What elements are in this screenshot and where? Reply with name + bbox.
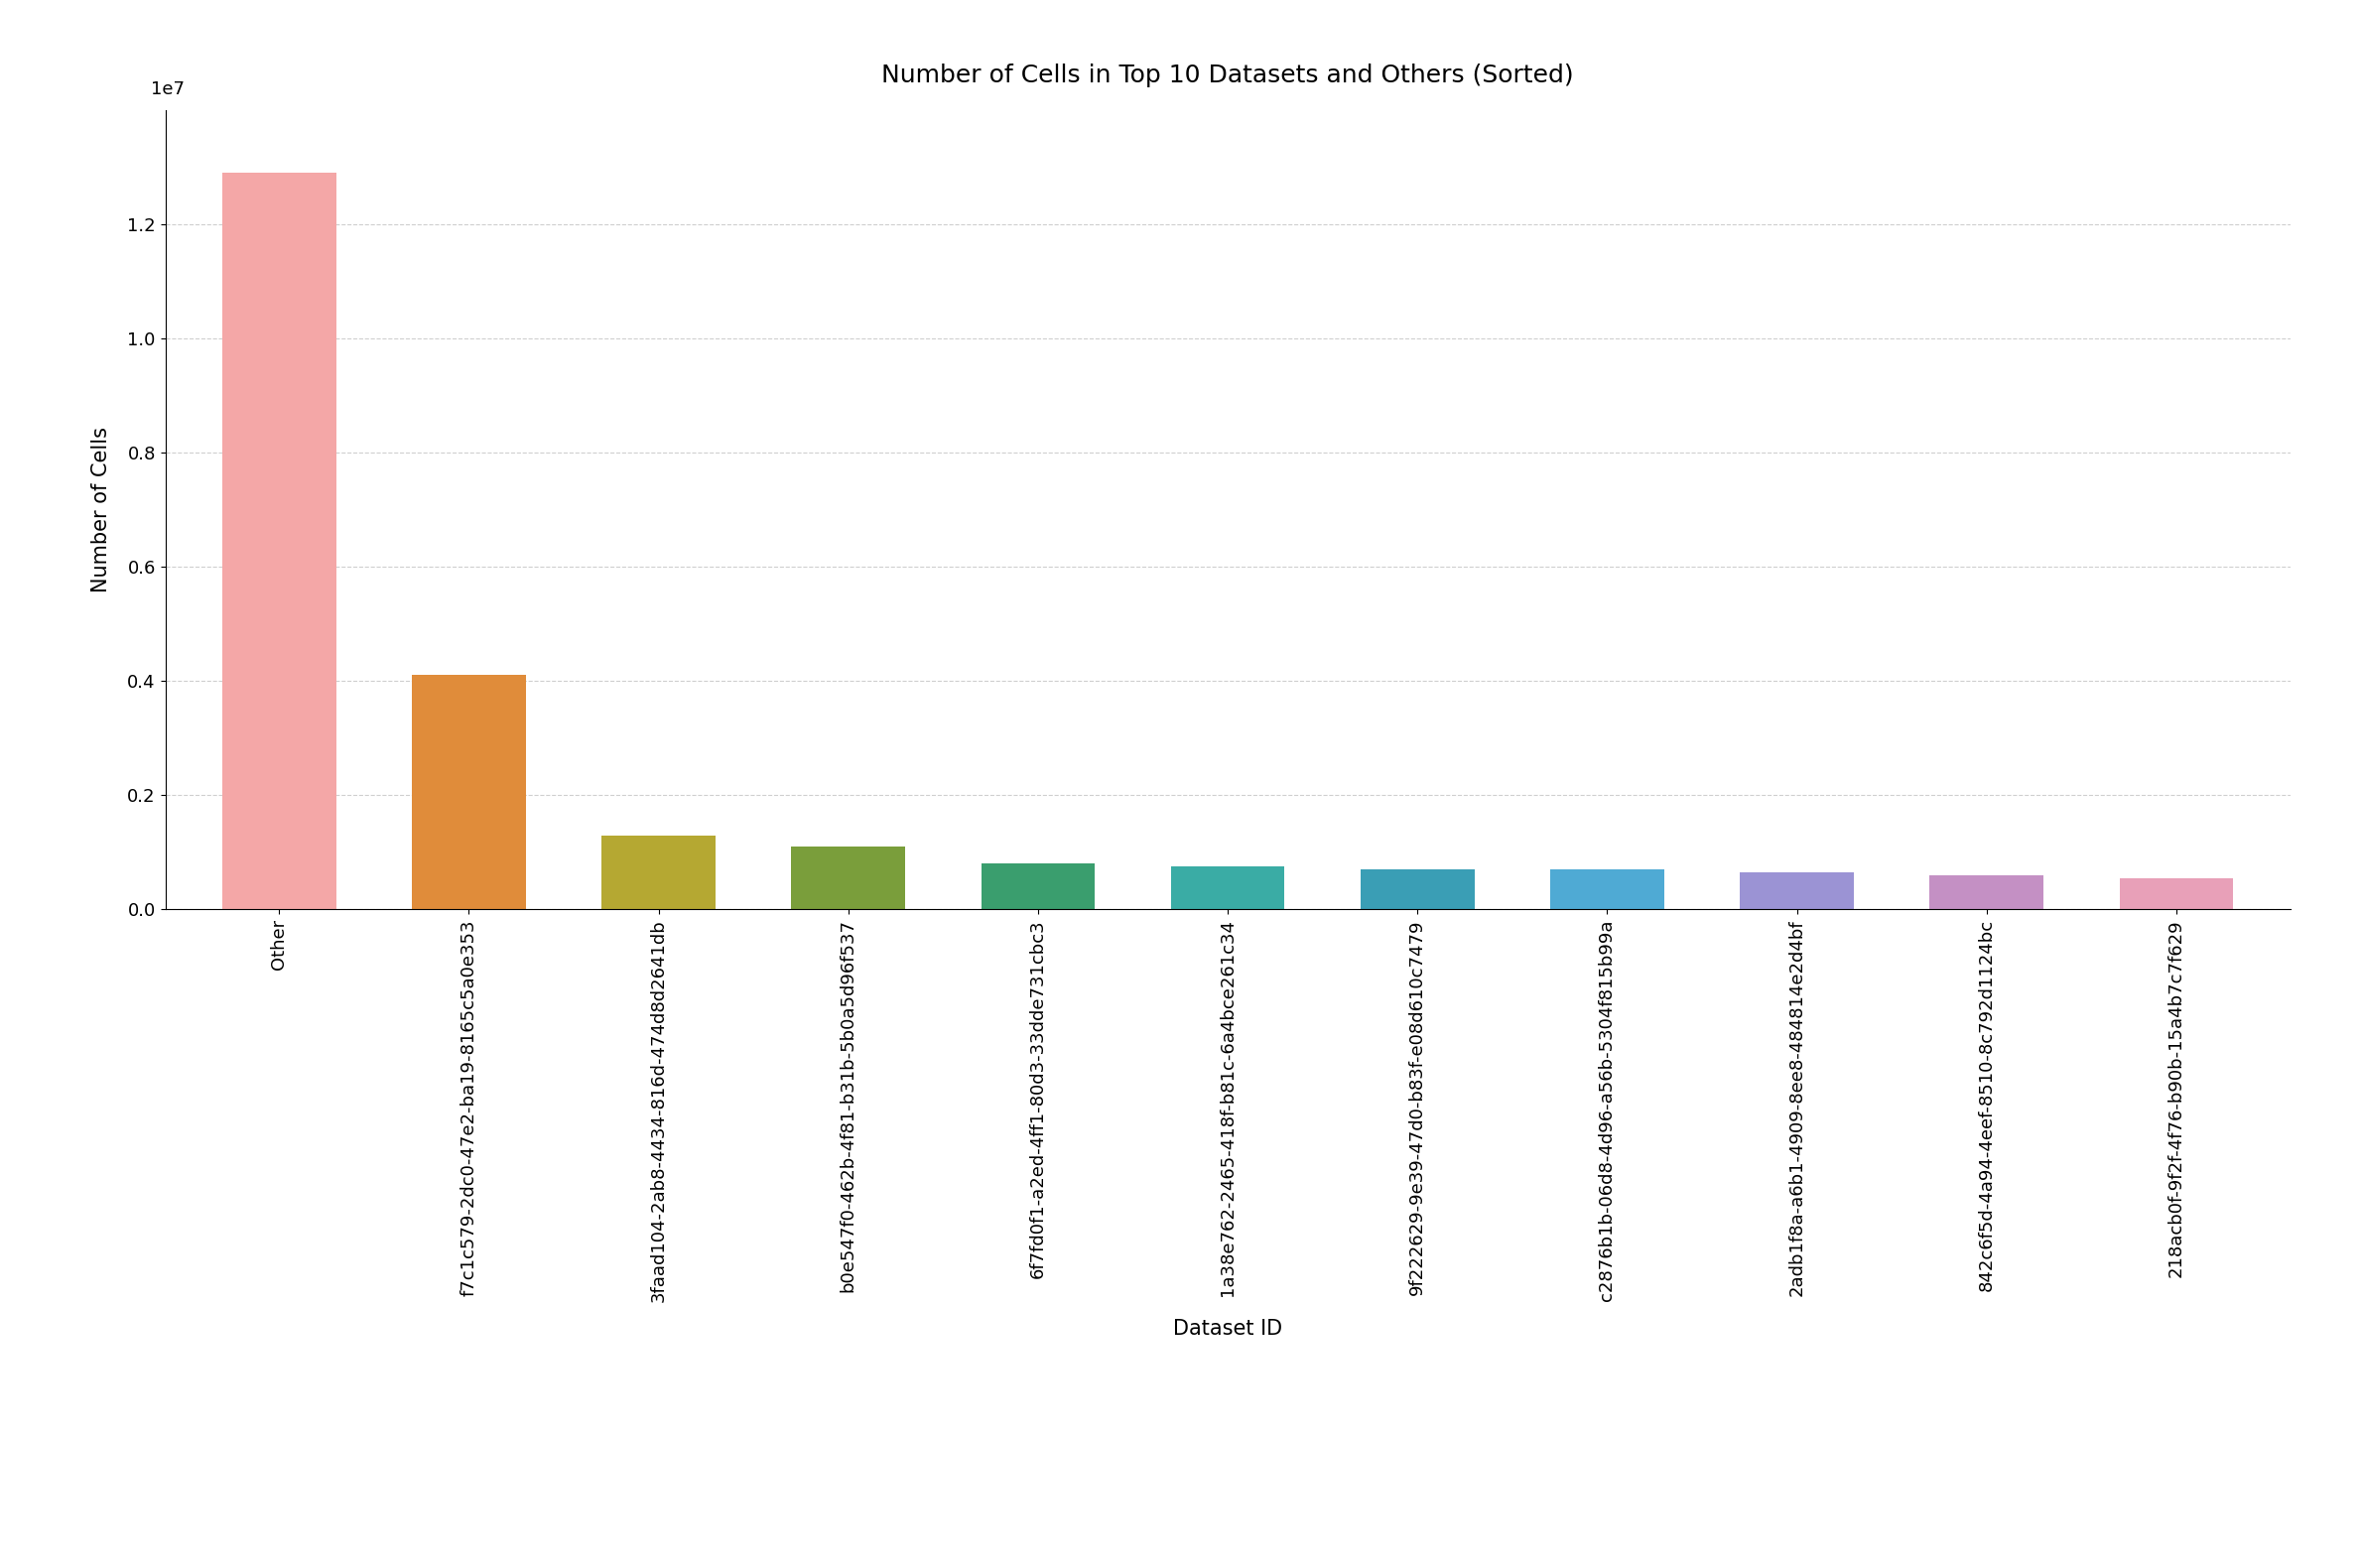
Y-axis label: Number of Cells: Number of Cells bbox=[90, 426, 111, 593]
Bar bbox=[411, 676, 527, 909]
Bar bbox=[1740, 872, 1853, 909]
Bar bbox=[982, 864, 1096, 909]
Bar bbox=[602, 836, 715, 909]
Bar bbox=[2120, 878, 2234, 909]
Title: Number of Cells in Top 10 Datasets and Others (Sorted): Number of Cells in Top 10 Datasets and O… bbox=[881, 63, 1575, 88]
Bar bbox=[1360, 869, 1473, 909]
Bar bbox=[222, 172, 335, 909]
Bar bbox=[791, 847, 904, 909]
Text: 1e7: 1e7 bbox=[151, 80, 184, 99]
X-axis label: Dataset ID: Dataset ID bbox=[1173, 1319, 1282, 1339]
Bar bbox=[1929, 875, 2045, 909]
Bar bbox=[1171, 867, 1284, 909]
Bar bbox=[1551, 869, 1665, 909]
